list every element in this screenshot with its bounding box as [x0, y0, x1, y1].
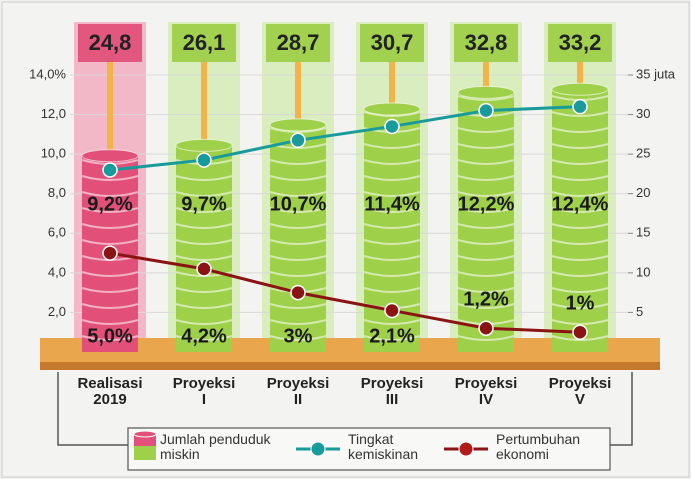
coin-top: [552, 83, 608, 95]
legend-swatch: [134, 431, 156, 437]
x-tick-label: Proyeksi I: [173, 376, 236, 408]
y2-tick-label: 5: [636, 304, 643, 319]
value-label: 12,2%: [458, 193, 515, 215]
value-label: 1,2%: [463, 289, 509, 311]
legend-swatch: [459, 442, 473, 456]
point: [103, 163, 117, 177]
point: [291, 133, 305, 147]
plank-edge: [40, 362, 660, 370]
value-label: 12,4%: [552, 193, 609, 215]
legend-label: Pertumbuhan ekonomi: [496, 432, 580, 461]
stick: [389, 60, 395, 109]
stick: [295, 60, 301, 125]
value-label: 32,8: [465, 30, 508, 55]
x-tick-label: Proyeksi V: [549, 376, 612, 408]
value-label: 11,4%: [364, 193, 420, 215]
point: [479, 321, 493, 335]
x-tick-label: Proyeksi IV: [455, 376, 518, 408]
point: [573, 325, 587, 339]
y-tick-label: 14,0%: [29, 66, 66, 81]
y2-tick-label: 10: [636, 264, 650, 279]
stick: [201, 60, 207, 145]
y-tick-label: 10,0: [41, 146, 66, 161]
value-label: 3%: [284, 325, 313, 347]
coin-top: [82, 150, 138, 162]
point: [197, 153, 211, 167]
y-tick-label: 12,0: [41, 106, 66, 121]
value-label: 10,7%: [270, 193, 327, 215]
value-label: 26,1: [183, 30, 226, 55]
point: [573, 100, 587, 114]
y2-tick-label: 25: [636, 146, 650, 161]
value-label: 33,2: [559, 30, 602, 55]
coin-top: [176, 139, 232, 151]
coin-top: [364, 103, 420, 115]
coin-top: [270, 119, 326, 131]
point: [385, 303, 399, 317]
point: [103, 246, 117, 260]
value-label: 1%: [566, 292, 595, 314]
value-label: 24,8: [89, 30, 132, 55]
value-label: 9,2%: [87, 193, 133, 215]
y-tick-label: 8,0: [48, 185, 66, 200]
point: [291, 286, 305, 300]
x-tick-label: Proyeksi III: [361, 376, 424, 408]
infographic: 02,04,06,08,010,012,014,0%05101520253035…: [0, 0, 691, 479]
point: [385, 119, 399, 133]
x-tick-label: Realisasi 2019: [77, 376, 142, 408]
y2-tick-label: 30: [636, 106, 650, 121]
coin-stack: [270, 125, 326, 352]
legend-label: Tingkat kemiskinan: [348, 432, 418, 461]
y2-tick-label: 15: [636, 225, 650, 240]
coin-top: [458, 86, 514, 98]
point: [479, 104, 493, 118]
value-label: 2,1%: [369, 325, 415, 347]
point: [197, 262, 211, 276]
y-tick-label: 4,0: [48, 264, 66, 279]
value-label: 4,2%: [181, 325, 227, 347]
value-label: 30,7: [371, 30, 414, 55]
y-tick-label: 6,0: [48, 225, 66, 240]
x-tick-label: Proyeksi II: [267, 376, 330, 408]
value-label: 5,0%: [87, 325, 133, 347]
legend-swatch: [311, 442, 325, 456]
value-label: 28,7: [277, 30, 320, 55]
value-label: 9,7%: [181, 193, 227, 215]
y-tick-label: 2,0: [48, 304, 66, 319]
y2-tick-label: 20: [636, 185, 650, 200]
stick: [107, 60, 113, 156]
legend-swatch: [134, 444, 156, 460]
y2-tick-label: 35 juta: [636, 66, 676, 81]
legend-label: Jumlah penduduk miskin: [160, 432, 285, 461]
coin-stack: [176, 145, 232, 352]
